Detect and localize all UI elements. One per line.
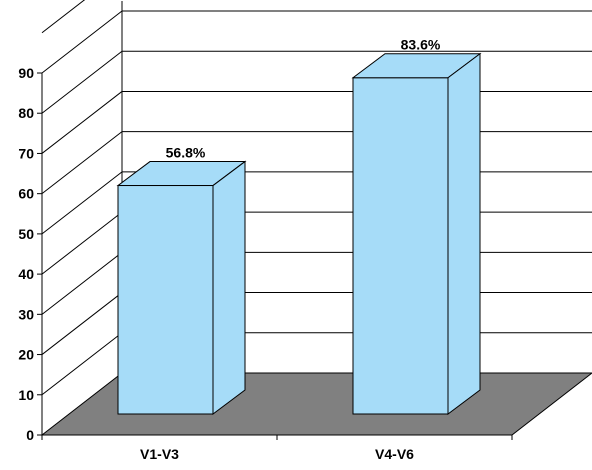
gridline-side	[41, 0, 86, 34]
gridline-side	[41, 131, 123, 195]
x-tick-label: V1-V3	[140, 446, 179, 462]
bar-front-face	[352, 77, 449, 415]
gridline-side	[41, 332, 123, 396]
data-label: 56.8%	[166, 145, 206, 161]
bar-v1-v3	[116, 160, 247, 415]
data-label: 83.6%	[401, 37, 441, 53]
y-tick-label: 20	[18, 347, 34, 363]
y-tick-label: 60	[18, 186, 34, 202]
bar-side-face	[447, 52, 481, 415]
y-tick-label: 10	[18, 387, 34, 403]
y-tick-label: 80	[18, 105, 34, 121]
bar-v4-v6	[351, 52, 482, 415]
y-tick-label: 40	[18, 266, 34, 282]
x-axis	[41, 434, 513, 440]
gridline-side	[41, 91, 123, 154]
y-axis: 0 10 20 30 40 50 60 70 80 90	[18, 65, 43, 443]
y-tick-label: 30	[18, 306, 34, 322]
gridline-side	[41, 251, 123, 315]
gridline-side	[41, 50, 123, 114]
gridline-side	[41, 292, 123, 355]
y-tick-label: 50	[18, 226, 34, 242]
y-tick-label: 0	[26, 427, 34, 443]
y-tick-label: 70	[18, 145, 34, 161]
labels: 56.8% V1-V3 83.6% V4-V6	[140, 37, 441, 462]
gridline-side	[41, 10, 123, 74]
y-tick-label: 90	[18, 65, 34, 81]
gridline-side	[41, 171, 123, 235]
bars	[116, 52, 482, 415]
bar-front-face	[117, 185, 214, 415]
x-tick-label: V4-V6	[375, 446, 414, 462]
bar-side-face	[212, 160, 246, 415]
gridline-side	[41, 211, 123, 275]
